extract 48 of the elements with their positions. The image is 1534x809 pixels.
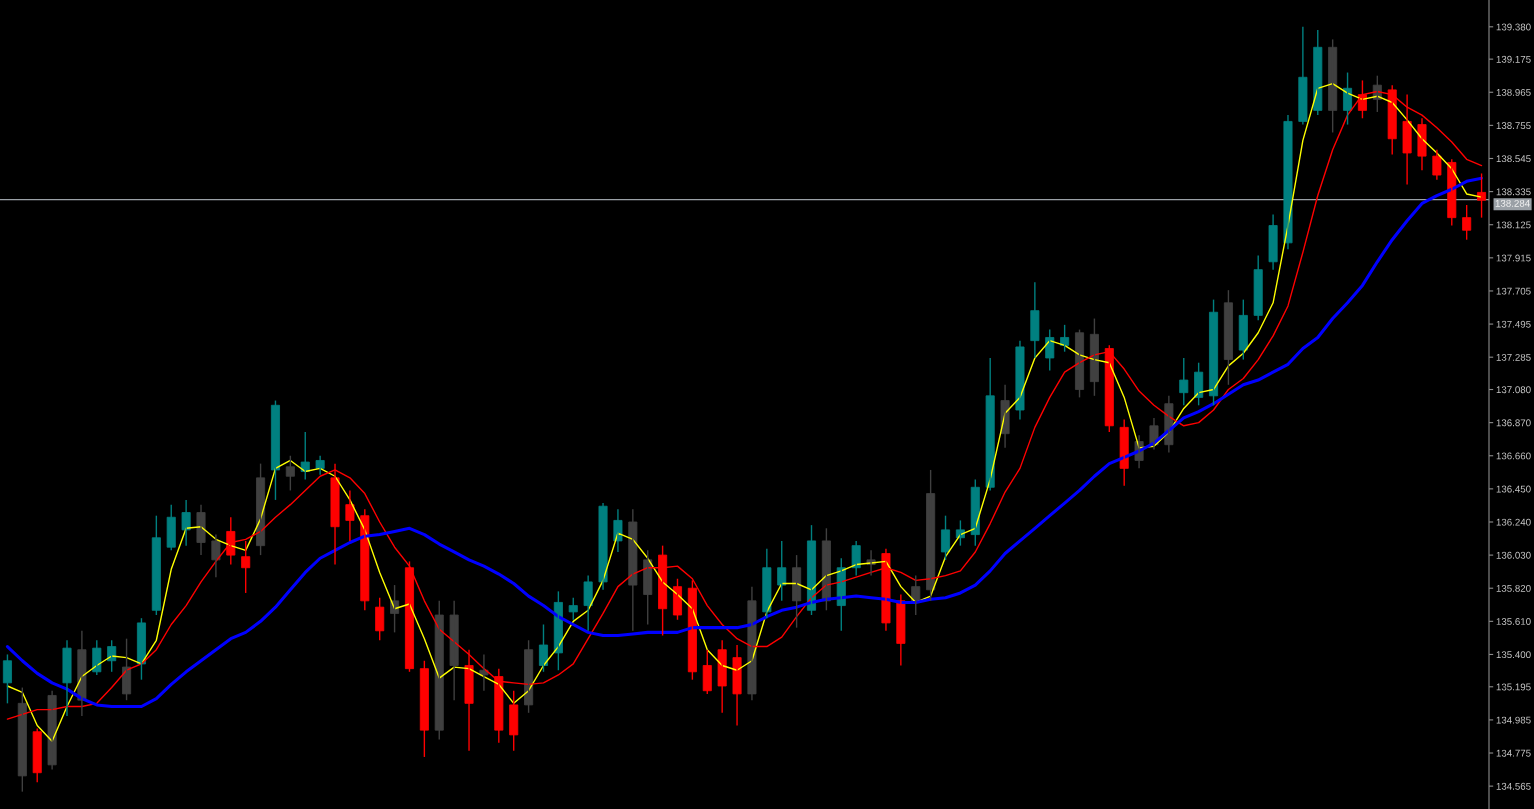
candlestick (1119, 418, 1129, 487)
y-tick-label: 137.080 (1496, 386, 1531, 394)
y-tick-label: 136.660 (1496, 452, 1531, 460)
candlestick (941, 514, 951, 561)
line-series (5, 176, 1484, 709)
y-tick-label: 136.450 (1496, 485, 1531, 493)
candlestick (360, 508, 370, 611)
y-tick-label: 138.125 (1496, 221, 1531, 229)
y-tick-label: 134.565 (1496, 782, 1531, 790)
candlestick (1447, 158, 1457, 227)
y-tick-label: 139.380 (1496, 23, 1531, 31)
y-tick-label: 136.870 (1496, 419, 1531, 427)
candlestick (375, 596, 385, 641)
candlestick (1313, 29, 1323, 116)
y-tick-label: 135.400 (1496, 651, 1531, 659)
y-tick-label: 138.335 (1496, 188, 1531, 196)
candlestick (568, 596, 578, 621)
candlestick (166, 503, 176, 552)
y-tick-label: 136.240 (1496, 518, 1531, 526)
candlestick (62, 639, 72, 717)
candlestick (1253, 254, 1263, 321)
candlestick (1432, 149, 1442, 181)
y-tick-label: 135.820 (1496, 584, 1531, 592)
candlestick (1179, 357, 1189, 406)
candlestick (241, 540, 251, 594)
y-tick-label: 137.495 (1496, 320, 1531, 328)
candlestick (777, 540, 787, 602)
ref-line-label: 138.284 (1495, 199, 1530, 207)
y-tick-label: 138.755 (1496, 122, 1531, 129)
candlestick (1462, 204, 1472, 241)
candlestick (285, 455, 295, 492)
y-tick-label: 136.030 (1496, 551, 1531, 559)
candlestick (92, 639, 102, 676)
y-tick-label: 138.545 (1496, 155, 1531, 163)
y-tick-label: 137.285 (1496, 353, 1531, 361)
y-tick-label: 135.610 (1496, 618, 1531, 625)
y-tick-label: 137.705 (1496, 287, 1531, 295)
y-tick-label: 138.965 (1496, 88, 1531, 96)
y-tick-label: 139.175 (1496, 55, 1531, 63)
y-tick-label: 135.195 (1496, 683, 1531, 691)
y-tick-label: 134.985 (1496, 716, 1531, 724)
candlestick (1030, 281, 1040, 359)
candlestick (509, 690, 519, 752)
y-tick-label: 137.915 (1496, 254, 1531, 262)
candlestick (151, 514, 161, 616)
y-tick-label: 134.775 (1496, 749, 1531, 757)
candlestick (32, 727, 42, 783)
candlestick (419, 660, 429, 758)
